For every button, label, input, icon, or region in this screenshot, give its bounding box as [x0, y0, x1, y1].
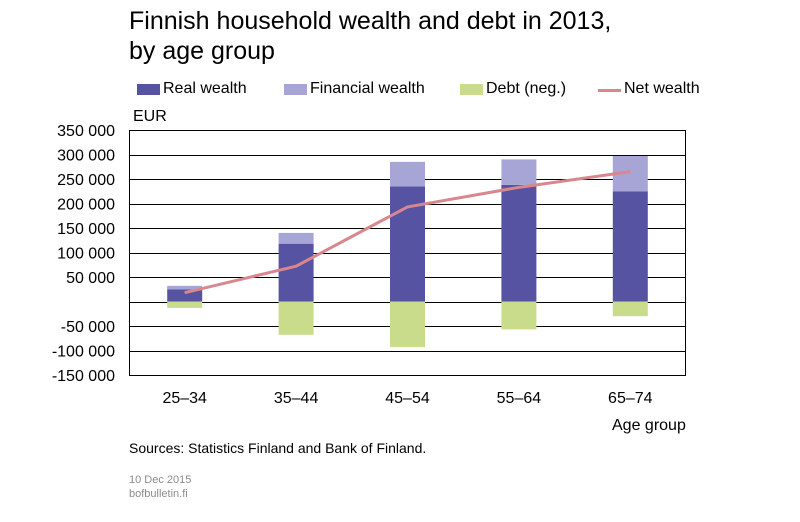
x-tick-label: 45–54 — [385, 390, 430, 407]
y-tick-label: -100 000 — [52, 344, 115, 361]
bar-financial-wealth — [390, 161, 425, 187]
bar-real-wealth — [167, 289, 203, 302]
x-tick-label: 35–44 — [274, 390, 319, 407]
x-tick-label: 25–34 — [162, 390, 207, 407]
legend-swatch-real-wealth — [137, 84, 160, 95]
bar-debt — [501, 301, 537, 330]
chart-title-line-1: Finnish household wealth and debt in 201… — [129, 7, 612, 35]
y-axis-unit-label: EUR — [133, 108, 167, 125]
bar-debt — [167, 301, 203, 308]
legend-label-real-wealth: Real wealth — [163, 80, 247, 97]
publication-date: 10 Dec 2015 — [129, 474, 192, 486]
bar-debt — [390, 301, 425, 348]
bar-debt — [612, 301, 648, 317]
bar-real-wealth — [501, 184, 537, 302]
bar-real-wealth — [612, 191, 648, 302]
legend-swatch-debt — [460, 84, 483, 95]
y-tick-label: 300 000 — [57, 148, 115, 165]
y-tick-label: 350 000 — [57, 123, 115, 140]
legend-label-financial-wealth: Financial wealth — [310, 80, 425, 97]
y-tick-label: 50 000 — [66, 270, 115, 287]
net-wealth-line — [184, 170, 631, 295]
bar-real-wealth — [278, 243, 314, 302]
y-tick-label: -50 000 — [61, 319, 115, 336]
bar-financial-wealth — [501, 159, 537, 185]
legend-label-debt: Debt (neg.) — [486, 80, 567, 97]
y-tick-label: 250 000 — [57, 172, 115, 189]
chart-title: Finnish household wealth and debt in 201… — [129, 6, 611, 66]
site-name: bofbulletin.fi — [129, 488, 188, 500]
bar-financial-wealth — [167, 285, 203, 290]
chart-title-line-2: by age group — [129, 37, 275, 65]
legend-swatch-financial-wealth — [284, 84, 307, 95]
bar-financial-wealth — [278, 232, 314, 244]
y-tick-label: 200 000 — [57, 197, 115, 214]
bar-debt — [278, 301, 314, 335]
x-axis-title: Age group — [612, 417, 686, 434]
legend-label-net-wealth: Net wealth — [624, 80, 700, 97]
legend-swatch-net-wealth — [598, 89, 621, 92]
y-tick-label: 100 000 — [57, 246, 115, 263]
x-tick-label: 65–74 — [608, 390, 653, 407]
source-note: Sources: Statistics Finland and Bank of … — [129, 440, 427, 456]
x-tick-label: 55–64 — [497, 390, 542, 407]
y-tick-label: -150 000 — [52, 368, 115, 385]
y-tick-label: 150 000 — [57, 221, 115, 238]
